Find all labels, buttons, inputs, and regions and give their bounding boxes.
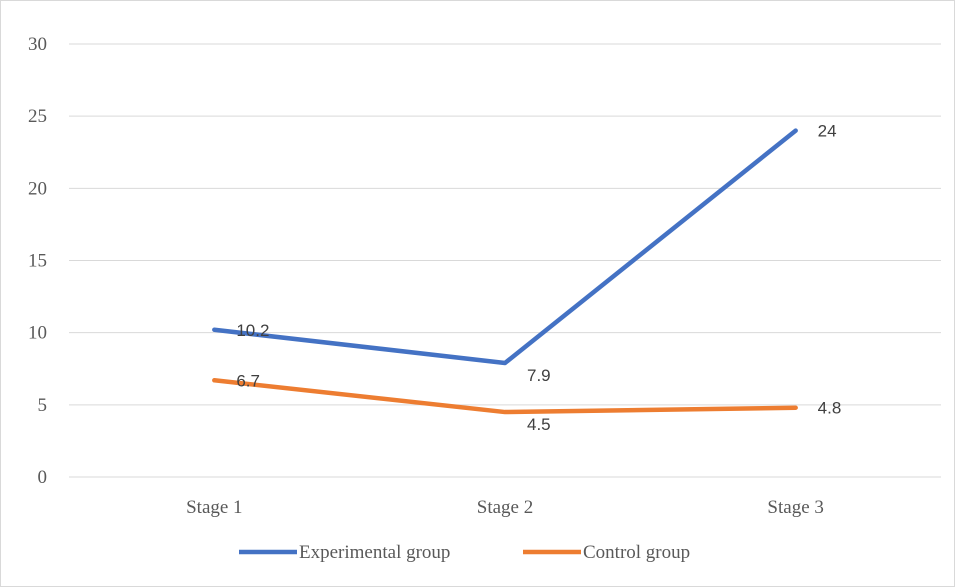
x-tick-label: Stage 2 — [477, 497, 533, 518]
x-axis-tick-labels: Stage 1 Stage 2 Stage 3 — [186, 497, 824, 518]
y-axis-tick-labels: 0 5 10 15 20 25 30 — [28, 34, 47, 488]
y-tick-label: 15 — [28, 251, 47, 272]
y-tick-label: 20 — [28, 178, 47, 199]
data-labels: 10.2 7.9 24 6.7 4.5 4.8 — [236, 122, 841, 434]
data-label: 24 — [818, 122, 837, 141]
series-line-control-group — [212, 378, 798, 415]
y-tick-label: 10 — [28, 323, 47, 344]
data-label: 6.7 — [236, 371, 260, 390]
x-tick-label: Stage 1 — [186, 497, 242, 518]
gridlines — [69, 43, 941, 478]
data-label: 4.5 — [527, 415, 551, 434]
y-tick-label: 0 — [38, 467, 48, 488]
data-label: 7.9 — [527, 366, 551, 385]
legend-label: Experimental group — [299, 542, 450, 563]
x-tick-label: Stage 3 — [767, 497, 823, 518]
y-tick-label: 25 — [28, 106, 47, 127]
y-tick-label: 30 — [28, 34, 47, 55]
legend: Experimental group Control group — [239, 542, 690, 563]
y-tick-label: 5 — [38, 395, 48, 416]
legend-label: Control group — [583, 542, 690, 563]
data-label: 4.8 — [818, 399, 842, 418]
data-label: 10.2 — [236, 321, 269, 340]
series-line-experimental-group — [212, 128, 798, 366]
series-lines — [212, 128, 798, 415]
